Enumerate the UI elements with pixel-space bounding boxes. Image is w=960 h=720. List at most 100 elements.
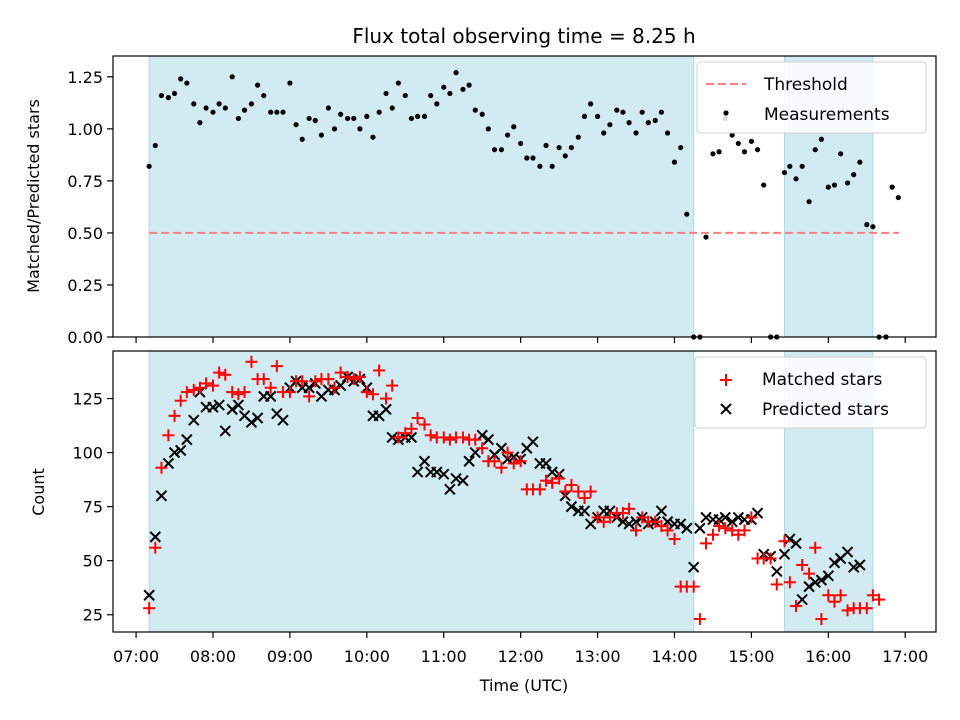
matched-star-point <box>559 485 572 498</box>
measurement-point <box>581 113 588 119</box>
predicted-star-point <box>527 436 539 448</box>
predicted-star-point <box>226 403 238 416</box>
matched-star-point <box>399 427 412 440</box>
matched-star-point <box>655 520 668 533</box>
predicted-star-point <box>726 516 738 528</box>
measurement-point <box>588 101 594 107</box>
predicted-star-point <box>674 518 687 530</box>
predicted-star-point <box>213 399 225 411</box>
measurement-point <box>299 136 305 142</box>
measurement-point <box>601 130 607 136</box>
predicted-star-point <box>841 546 854 558</box>
x-axis-label: Time (UTC) <box>479 676 568 695</box>
matched-star-point <box>495 461 508 474</box>
matched-star-point <box>783 576 796 589</box>
predicted-star-point <box>181 433 193 446</box>
predicted-star-point <box>617 516 629 528</box>
predicted-star-point <box>815 574 828 586</box>
xtick-label: 11:00 <box>421 647 467 666</box>
matched-star-point <box>168 409 181 422</box>
predicted-star-point <box>790 537 802 550</box>
measurement-point <box>614 107 620 113</box>
matched-star-point <box>232 388 245 401</box>
matched-star-point <box>392 431 405 444</box>
matched-star-point <box>418 418 431 431</box>
count-ytick-label: 100 <box>72 444 103 463</box>
predicted-star-point <box>303 382 315 394</box>
measurement-point <box>864 222 870 228</box>
predicted-star-point <box>778 548 791 560</box>
count-panel-ylabel: Count <box>29 468 48 516</box>
predicted-star-point <box>232 399 245 411</box>
matched-star-point <box>603 511 616 524</box>
legend-predicted-label: Predicted stars <box>762 400 889 420</box>
matched-star-point <box>469 433 482 446</box>
matched-star-point <box>860 602 873 615</box>
ratio-ytick-label: 1.00 <box>67 120 103 139</box>
matched-star-point <box>206 379 219 392</box>
ratio-legend: Threshold Measurements <box>696 61 927 134</box>
matched-star-point <box>623 502 636 515</box>
measurement-point <box>684 211 690 217</box>
measurement-point <box>370 134 376 140</box>
predicted-star-point <box>380 403 392 416</box>
matched-star-point <box>796 558 809 571</box>
matched-star-point <box>822 589 835 602</box>
measurement-point <box>171 90 178 97</box>
matched-star-point <box>341 370 354 383</box>
matched-star-point <box>264 381 277 394</box>
measurement-point <box>741 149 748 155</box>
ratio-ytick-label: 0.25 <box>67 276 103 295</box>
predicted-star-point <box>655 505 668 517</box>
ratio-panel-frame <box>112 55 937 338</box>
measurement-point <box>325 105 331 111</box>
measurement-point <box>498 147 505 153</box>
measurement-point <box>331 126 338 132</box>
measurement-point <box>575 134 581 140</box>
matched-star-point <box>296 375 309 388</box>
measurement-point <box>441 84 447 90</box>
ratio-shaded-interval-1 <box>148 55 695 338</box>
measurement-point <box>562 153 568 159</box>
measurement-point <box>626 120 632 126</box>
predicted-star-point <box>411 466 424 478</box>
matched-star-point <box>745 511 758 524</box>
measurement-point <box>152 142 158 149</box>
measurement-point <box>306 115 312 122</box>
xtick-label: 10:00 <box>344 647 390 666</box>
measurement-point <box>255 82 261 88</box>
xtick-label: 12:00 <box>498 647 544 666</box>
matched-star-point <box>700 537 713 550</box>
predicted-star-point <box>854 559 866 571</box>
measurement-point <box>191 101 197 107</box>
matched-star-point <box>347 373 360 386</box>
measurement-point <box>812 147 818 153</box>
predicted-star-point <box>444 483 456 496</box>
legend-measurements-swatch <box>723 110 729 116</box>
matched-star-point <box>616 507 629 520</box>
predicted-star-point <box>623 518 635 530</box>
matched-star-point <box>514 455 527 468</box>
predicted-star-point <box>771 565 783 578</box>
xtick-label: 17:00 <box>882 647 928 666</box>
matched-star-point <box>303 390 316 403</box>
measurement-point <box>268 109 274 115</box>
matched-star-point <box>213 366 226 379</box>
count-ytick-label: 125 <box>72 390 103 409</box>
matched-star-point <box>572 485 585 498</box>
ratio-ytick-label: 0.75 <box>67 172 103 191</box>
matched-star-point <box>713 520 726 533</box>
measurement-point <box>895 194 901 201</box>
measurement-point <box>781 169 788 176</box>
predicted-star-point <box>251 412 264 424</box>
measurement-point <box>799 163 805 169</box>
legend-predicted-swatch <box>720 403 732 415</box>
measurement-point <box>652 117 658 124</box>
legend-threshold-label: Threshold <box>763 75 848 95</box>
matched-star-point <box>309 375 322 388</box>
matched-star-point <box>283 386 296 399</box>
measurement-point <box>312 117 318 124</box>
predicted-star-point <box>438 468 450 480</box>
measurement-point <box>787 163 793 169</box>
